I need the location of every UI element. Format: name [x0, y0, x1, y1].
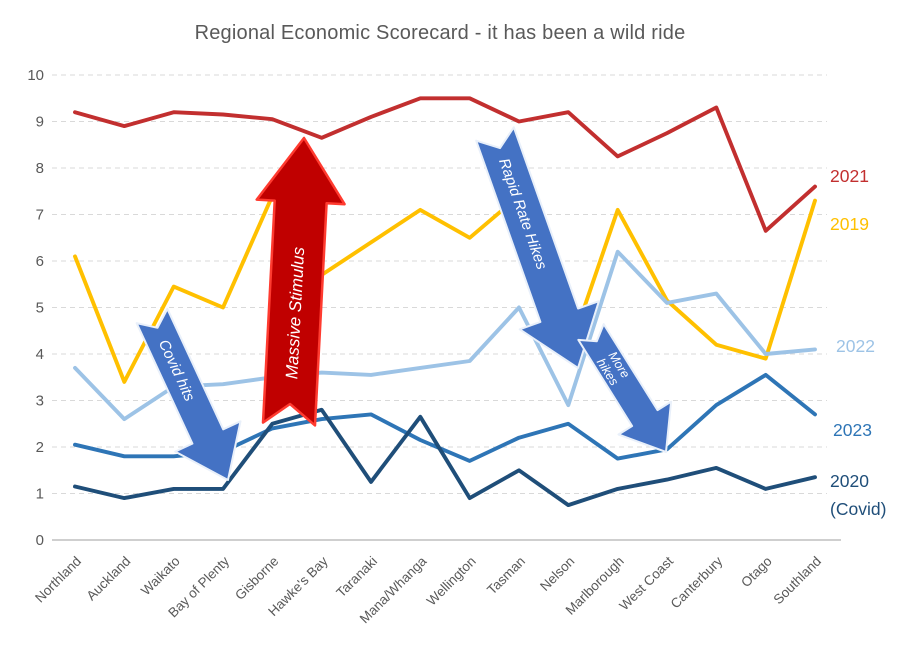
x-axis-label: West Coast — [616, 553, 676, 613]
x-axis-label: Wellington — [424, 554, 479, 609]
series-line-2021 — [73, 96, 817, 233]
x-axis-label: Canterbury — [668, 553, 726, 611]
annotation-arrow-rapid-rate-hikes — [475, 126, 600, 369]
y-axis-tick-label: 7 — [36, 207, 44, 224]
x-axis-label: Taranaki — [333, 554, 380, 601]
x-axis-label: Otago — [738, 554, 775, 591]
x-axis-label: Nelson — [537, 554, 577, 594]
y-axis-tick-label: 4 — [36, 346, 44, 363]
series-line-2019 — [73, 193, 817, 384]
x-axis-label: Gisborne — [232, 554, 281, 603]
y-axis-tick-label: 6 — [36, 253, 44, 270]
y-axis-tick-label: 10 — [27, 67, 44, 84]
x-axis-label: Tasman — [484, 554, 528, 598]
series-line-2020 — [73, 407, 817, 508]
y-axis-tick-label: 5 — [36, 300, 44, 317]
y-axis-tick-label: 1 — [36, 486, 44, 503]
y-axis-tick-label: 0 — [36, 532, 44, 549]
y-axis-tick-label: 2 — [36, 439, 44, 456]
chart-title: Regional Economic Scorecard - it has bee… — [194, 22, 686, 44]
series-end-label-2022: 2022 — [836, 336, 875, 356]
x-axis-label: Auckland — [84, 554, 134, 604]
series-end-label-2019: 2019 — [830, 214, 869, 234]
annotation-arrow-covid-hits — [135, 307, 242, 481]
series-end-label-2020: 2020 — [830, 471, 869, 491]
series-end-label-2023: 2023 — [833, 420, 872, 440]
y-axis-tick-label: 3 — [36, 393, 44, 410]
series-end-label-2021: 2021 — [830, 166, 869, 186]
annotation-arrow-massive-stimulus — [255, 136, 346, 427]
annotation-arrow-more-hikes — [577, 323, 673, 453]
x-axis-label: Northland — [32, 554, 84, 606]
x-axis-label: Waikato — [138, 554, 183, 599]
y-axis-tick-label: 8 — [36, 160, 44, 177]
series-end-label-Covid: (Covid) — [830, 499, 886, 519]
x-axis-label: Southland — [771, 554, 825, 608]
y-axis-tick-label: 9 — [36, 114, 44, 131]
